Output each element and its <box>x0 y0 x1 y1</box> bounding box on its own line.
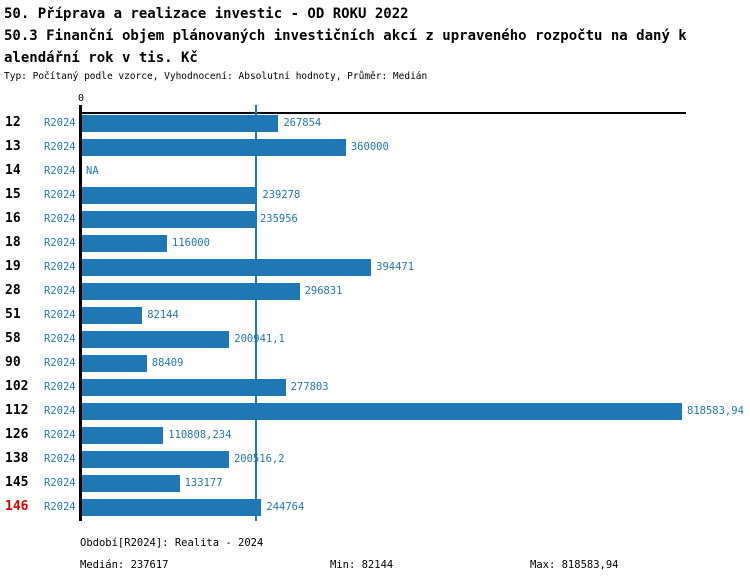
chart-row-51: 51 R2024 82144 <box>0 303 750 327</box>
chart-row-145: 145 R2024 133177 <box>0 471 750 495</box>
value-label: 110808,234 <box>168 429 232 441</box>
chart-row-58: 58 R2024 200941,1 <box>0 327 750 351</box>
category-label: 15 <box>5 187 21 202</box>
footer-median-label: Medián: 237617 <box>80 559 169 571</box>
category-label: 28 <box>5 283 21 298</box>
category-label: 112 <box>5 403 29 418</box>
value-bar <box>82 451 229 468</box>
value-label: 133177 <box>184 477 223 489</box>
series-label: R2024 <box>44 477 76 489</box>
chart-row-19: 19 R2024 394471 <box>0 255 750 279</box>
value-bar <box>82 115 279 132</box>
chart-row-112: 112 R2024 818583,94 <box>0 399 750 423</box>
report-title-line3: alendářní rok v tis. Kč <box>4 50 198 66</box>
series-label: R2024 <box>44 333 76 345</box>
chart-row-13: 13 R2024 360000 <box>0 135 750 159</box>
value-bar <box>82 331 230 348</box>
bar-rows-container: 12 R2024 267854 13 R2024 360000 14 R2024 NA 15 R20… <box>0 111 750 519</box>
chart-row-14: 14 R2024 NA <box>0 159 750 183</box>
report-subtitle: Typ: Počítaný podle vzorce, Vyhodnocení:… <box>4 71 428 82</box>
x-axis-zero-tick-label: 0 <box>77 93 85 104</box>
value-label: 267854 <box>283 117 322 129</box>
series-label: R2024 <box>44 213 76 225</box>
na-label: NA <box>86 165 99 177</box>
footer-max-label: Max: 818583,94 <box>530 559 619 571</box>
chart-row-16: 16 R2024 235956 <box>0 207 750 231</box>
y-axis-line <box>79 105 82 521</box>
value-label: 244764 <box>266 501 305 513</box>
footer-min-label: Min: 82144 <box>330 559 394 571</box>
plot-top-border <box>79 112 686 114</box>
series-label: R2024 <box>44 189 76 201</box>
chart-row-15: 15 R2024 239278 <box>0 183 750 207</box>
series-label: R2024 <box>44 453 76 465</box>
chart-row-146: 146 R2024 244764 <box>0 495 750 519</box>
value-bar <box>82 235 168 252</box>
value-bar <box>82 307 143 324</box>
category-label: 12 <box>5 115 21 130</box>
value-label: 239278 <box>262 189 301 201</box>
series-label: R2024 <box>44 429 76 441</box>
value-bar <box>82 211 255 228</box>
value-label: 235956 <box>259 213 298 225</box>
median-reference-line <box>255 105 257 521</box>
report-title-line2: 50.3 Finanční objem plánovaných investič… <box>4 28 687 44</box>
category-label: 146 <box>5 499 29 514</box>
value-label: 818583,94 <box>687 405 744 417</box>
category-label: 16 <box>5 211 21 226</box>
category-label: 138 <box>5 451 29 466</box>
chart-row-28: 28 R2024 296831 <box>0 279 750 303</box>
value-bar <box>82 259 372 276</box>
series-label: R2024 <box>44 357 76 369</box>
value-label: 296831 <box>304 285 343 297</box>
value-label: 82144 <box>147 309 179 321</box>
category-label: 51 <box>5 307 21 322</box>
value-bar <box>82 499 262 516</box>
series-label: R2024 <box>44 237 76 249</box>
value-label: 200516,2 <box>233 453 285 465</box>
value-label: 88409 <box>151 357 184 369</box>
series-label: R2024 <box>44 117 76 129</box>
category-label: 90 <box>5 355 21 370</box>
series-label: R2024 <box>44 261 76 273</box>
footer-period-label: Období[R2024]: Realita - 2024 <box>80 537 264 549</box>
category-label: 18 <box>5 235 21 250</box>
series-label: R2024 <box>44 381 76 393</box>
chart-row-18: 18 R2024 116000 <box>0 231 750 255</box>
series-label: R2024 <box>44 285 76 297</box>
value-bar <box>82 139 346 156</box>
value-bar <box>82 187 258 204</box>
chart-row-12: 12 R2024 267854 <box>0 111 750 135</box>
value-bar <box>82 403 682 420</box>
chart-row-138: 138 R2024 200516,2 <box>0 447 750 471</box>
series-label: R2024 <box>44 501 76 513</box>
value-label: 360000 <box>350 141 389 153</box>
value-bar <box>82 475 180 492</box>
value-bar <box>82 355 147 372</box>
chart-row-102: 102 R2024 277803 <box>0 375 750 399</box>
value-bar <box>82 379 286 396</box>
value-label: 116000 <box>172 237 210 249</box>
category-label: 145 <box>5 475 29 490</box>
value-bar <box>82 427 164 444</box>
category-label: 58 <box>5 331 21 346</box>
value-label: 394471 <box>376 261 415 273</box>
category-label: 102 <box>5 379 29 394</box>
category-label: 13 <box>5 139 21 154</box>
series-label: R2024 <box>44 309 76 321</box>
report-header: 50. Příprava a realizace investic - OD R… <box>4 3 687 84</box>
category-label: 19 <box>5 259 21 274</box>
category-label: 126 <box>5 427 29 442</box>
series-label: R2024 <box>44 405 76 417</box>
chart-row-126: 126 R2024 110808,234 <box>0 423 750 447</box>
series-label: R2024 <box>44 141 76 153</box>
value-label: 200941,1 <box>234 333 285 345</box>
value-label: 277803 <box>290 381 329 393</box>
chart-row-90: 90 R2024 88409 <box>0 351 750 375</box>
series-label: R2024 <box>44 165 76 177</box>
category-label: 14 <box>5 163 21 178</box>
report-title-line1: 50. Příprava a realizace investic - OD R… <box>4 6 409 22</box>
value-bar <box>82 283 300 300</box>
